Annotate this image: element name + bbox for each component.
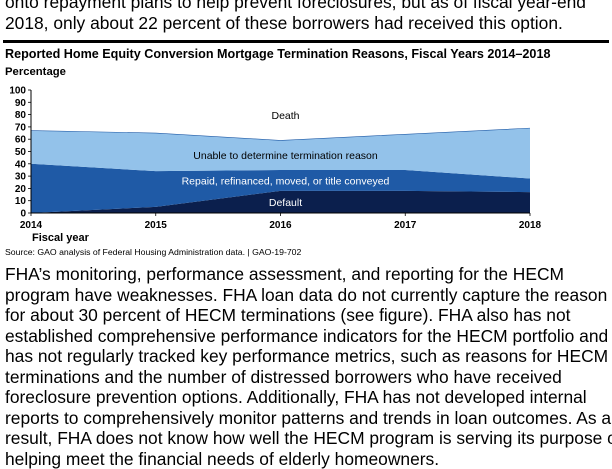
body-line: FHA’s monitoring, performance assessment…: [5, 264, 609, 285]
body-line: reports to comprehensively monitor patte…: [5, 408, 609, 429]
y-tick-label: 80: [15, 110, 27, 121]
x-tick-label: 2015: [145, 220, 168, 231]
body-paragraph: FHA’s monitoring, performance assessment…: [5, 264, 609, 469]
y-tick-label: 60: [15, 135, 27, 146]
y-tick-label: 20: [15, 184, 27, 195]
series-label: Repaid, refinanced, moved, or title conv…: [182, 175, 390, 187]
y-tick-label: 0: [20, 209, 26, 220]
y-tick-label: 40: [15, 159, 27, 170]
body-line: established comprehensive performance in…: [5, 326, 609, 347]
x-tick-label: 2018: [519, 220, 542, 231]
body-line: helping meet the financial needs of elde…: [5, 449, 609, 469]
y-tick-label: 100: [9, 86, 26, 97]
y-tick-label: 90: [15, 98, 27, 109]
body-line: result, FHA does not know how well the H…: [5, 428, 609, 449]
y-tick-label: 10: [15, 196, 27, 207]
body-line: terminations and the number of distresse…: [5, 367, 609, 388]
x-tick-label: 2017: [394, 220, 417, 231]
body-line: for about 30 percent of HECM termination…: [5, 305, 609, 326]
y-tick-label: 30: [15, 172, 27, 183]
y-tick-label: 70: [15, 122, 27, 133]
y-tick-label: 50: [15, 147, 27, 158]
x-axis-title: Fiscal year: [32, 232, 90, 244]
series-label: Unable to determine termination reason: [193, 150, 378, 162]
body-line: foreclosure prevention options. Addition…: [5, 387, 609, 408]
series-label: Death: [271, 110, 299, 122]
figure-source: Source: GAO analysis of Federal Housing …: [5, 247, 301, 257]
x-tick-label: 2014: [20, 220, 43, 231]
body-line: program have weaknesses. FHA loan data d…: [5, 285, 609, 306]
body-line: has not regularly tracked key performanc…: [5, 346, 609, 367]
x-tick-label: 2016: [269, 220, 292, 231]
series-label: Default: [269, 197, 302, 209]
